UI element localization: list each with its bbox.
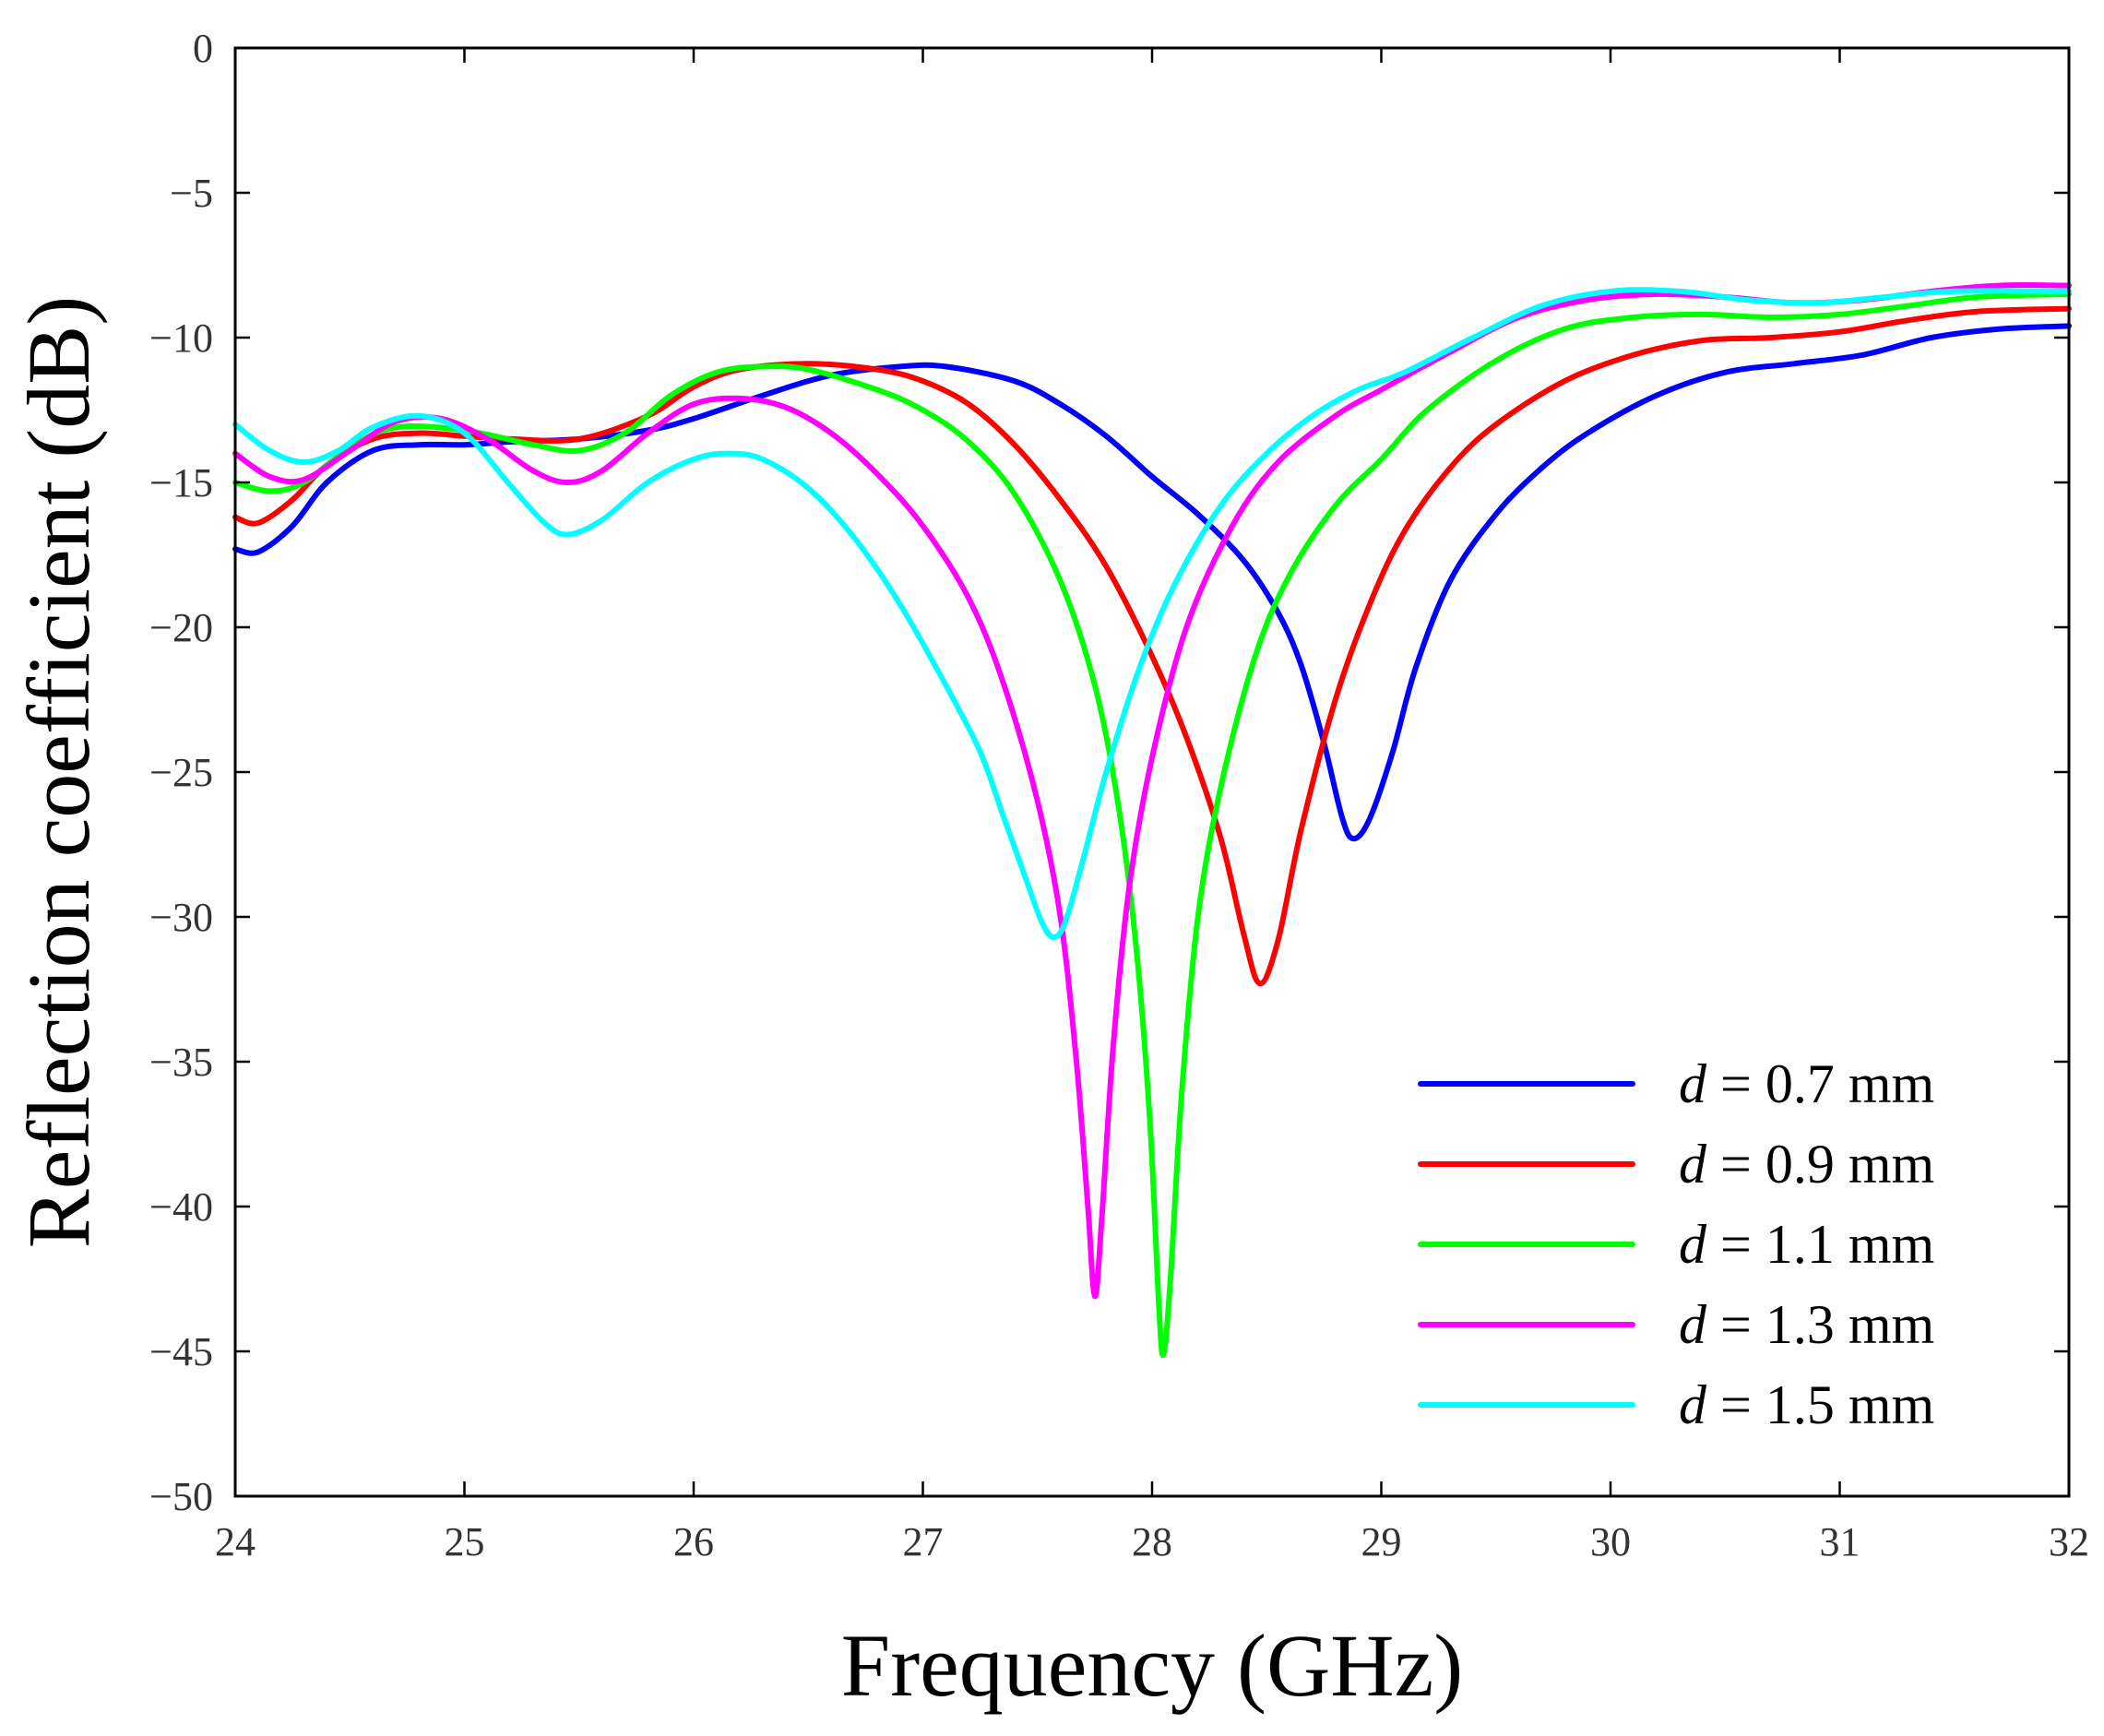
legend-label-5: d = 1.5 mm	[1679, 1374, 1934, 1435]
legend-label-3: d = 1.1 mm	[1679, 1214, 1934, 1275]
legend: d = 0.7 mm d = 0.9 mm d = 1.1 mm d = 1.3 mm…	[1418, 1053, 1934, 1435]
y-tick-label: −40	[149, 1184, 213, 1230]
series-line-5	[232, 287, 2072, 940]
x-tick-label: 28	[1132, 1519, 1172, 1564]
legend-label-4: d = 1.3 mm	[1679, 1294, 1934, 1355]
x-tick-label: 30	[1590, 1519, 1631, 1564]
y-tick-label: −45	[149, 1329, 213, 1374]
y-tick-label: 0	[193, 26, 213, 71]
y-tick-label: −10	[149, 315, 213, 361]
x-tick-label: 32	[2049, 1519, 2089, 1564]
y-tick-labels: 0 −5 −10 −15 −20 −25 −30 −35 −40 −45 −50	[149, 26, 213, 1519]
y-axis-title: Reflection coefficient (dB)	[9, 296, 108, 1248]
y-tick-label: −25	[149, 750, 213, 795]
y-tick-label: −50	[149, 1474, 213, 1519]
x-tick-labels: 24 25 26 27 28 29 30 31 32	[215, 1519, 2089, 1564]
series-line-4	[232, 282, 2072, 1300]
y-tick-label: −5	[170, 171, 213, 216]
y-tick-label: −20	[149, 605, 213, 650]
series-layer	[232, 282, 2072, 1359]
legend-label-1: d = 0.7 mm	[1679, 1053, 1934, 1114]
x-axis-title: Frequency (GHz)	[841, 1616, 1463, 1715]
legend-label-2: d = 0.9 mm	[1679, 1134, 1934, 1195]
x-tick-label: 25	[445, 1519, 485, 1564]
y-tick-label: −35	[149, 1040, 213, 1085]
x-tick-label: 24	[215, 1519, 256, 1564]
x-tick-label: 26	[673, 1519, 714, 1564]
ticks-layer	[233, 46, 2071, 1498]
x-tick-label: 27	[903, 1519, 944, 1564]
y-tick-label: −30	[149, 895, 213, 940]
x-tick-label: 29	[1361, 1519, 1402, 1564]
y-tick-label: −15	[149, 460, 213, 505]
x-tick-label: 31	[1820, 1519, 1860, 1564]
series-line-3	[232, 291, 2072, 1359]
